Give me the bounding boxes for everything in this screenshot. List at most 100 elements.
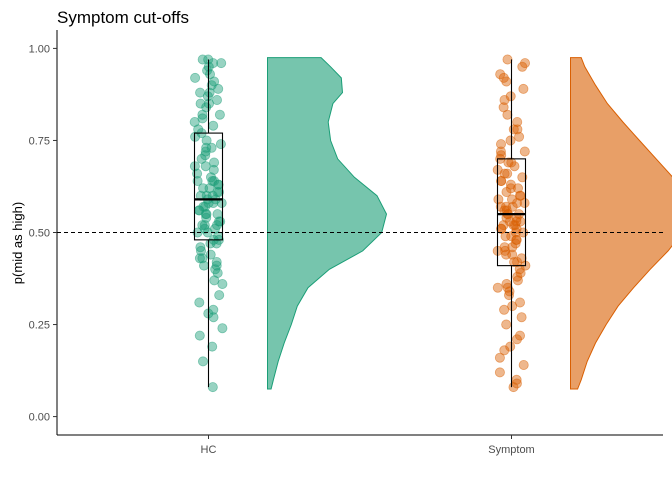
data-point — [495, 69, 506, 80]
box-iqr — [193, 132, 224, 241]
data-point — [500, 201, 511, 212]
data-point — [195, 245, 206, 256]
data-point — [511, 234, 522, 245]
data-point — [499, 345, 510, 356]
data-point — [211, 256, 222, 267]
data-point — [201, 135, 212, 146]
data-point — [495, 139, 506, 150]
y-axis-title: p(mid as high) — [10, 202, 25, 284]
data-point — [190, 72, 201, 83]
data-point — [493, 194, 504, 205]
data-point — [207, 382, 218, 393]
y-tick-label: 0.00 — [29, 412, 50, 424]
axes: 0.00 0.25 0.50 0.75 1.00 HC Symptom — [29, 30, 663, 456]
data-point — [517, 172, 528, 183]
data-point — [195, 98, 206, 109]
data-point — [513, 183, 524, 194]
y-tick-label: 0.25 — [29, 320, 50, 332]
data-point — [518, 359, 529, 370]
data-point — [502, 54, 513, 65]
data-point — [507, 301, 518, 312]
box-iqr — [496, 158, 527, 267]
data-point — [217, 323, 228, 334]
data-point — [207, 341, 218, 352]
density-hc — [267, 57, 388, 390]
data-point — [519, 146, 530, 157]
data-point — [201, 212, 212, 223]
data-point — [512, 275, 523, 286]
data-point — [502, 168, 513, 179]
data-point — [199, 220, 210, 231]
data-point — [495, 201, 506, 212]
y-tick-label: 0.75 — [29, 135, 50, 147]
data-point — [505, 135, 516, 146]
data-point — [512, 256, 523, 267]
data-point — [192, 175, 203, 186]
data-point — [215, 139, 226, 150]
data-point — [505, 91, 516, 102]
data-point — [516, 312, 527, 323]
data-point — [197, 356, 208, 367]
data-point — [505, 183, 516, 194]
data-point — [496, 175, 507, 186]
data-point — [194, 253, 205, 264]
data-point — [492, 282, 503, 293]
data-point — [195, 242, 206, 253]
data-point — [200, 146, 211, 157]
data-point — [520, 58, 531, 69]
data-point — [496, 223, 507, 234]
data-point — [206, 142, 217, 153]
y-tick-label: 0.50 — [29, 228, 50, 240]
data-point — [508, 124, 519, 135]
data-point — [502, 282, 513, 293]
chart-title: Symptom cut-offs — [57, 8, 189, 27]
data-point — [514, 131, 525, 142]
data-point — [211, 260, 222, 271]
data-point — [194, 297, 205, 308]
data-point — [211, 220, 222, 231]
data-point — [197, 113, 208, 124]
data-point — [499, 304, 510, 315]
data-point — [511, 378, 522, 389]
data-point — [213, 179, 224, 190]
x-tick-label: Symptom — [488, 444, 534, 456]
y-tick-label: 1.00 — [29, 43, 50, 55]
data-point — [505, 341, 516, 352]
data-point — [201, 142, 212, 153]
data-point — [503, 157, 514, 168]
data-point — [515, 267, 526, 278]
group-symptom — [492, 54, 672, 393]
x-tick-label: HC — [201, 444, 217, 456]
data-point — [512, 124, 523, 135]
data-point — [512, 334, 523, 345]
data-point — [194, 330, 205, 341]
data-point — [498, 72, 509, 83]
data-point — [495, 146, 506, 157]
density-symptom — [570, 57, 672, 390]
data-point — [216, 58, 227, 69]
data-point — [200, 150, 211, 161]
group-hc — [189, 54, 388, 393]
data-point — [499, 242, 510, 253]
data-point — [208, 120, 219, 131]
data-point — [518, 83, 529, 94]
plot-area — [57, 54, 672, 393]
data-point — [200, 201, 211, 212]
data-point — [195, 87, 206, 98]
data-point — [214, 290, 225, 301]
data-point — [500, 231, 511, 242]
data-point — [511, 374, 522, 385]
data-point — [212, 209, 223, 220]
data-point — [496, 150, 507, 161]
data-point — [200, 209, 211, 220]
data-point — [197, 54, 208, 65]
data-point — [500, 245, 511, 256]
data-point — [494, 367, 505, 378]
data-point — [514, 190, 525, 201]
data-point — [217, 278, 228, 289]
data-point — [510, 238, 521, 249]
data-point — [197, 253, 208, 264]
data-point — [209, 157, 220, 168]
data-point — [498, 102, 509, 113]
